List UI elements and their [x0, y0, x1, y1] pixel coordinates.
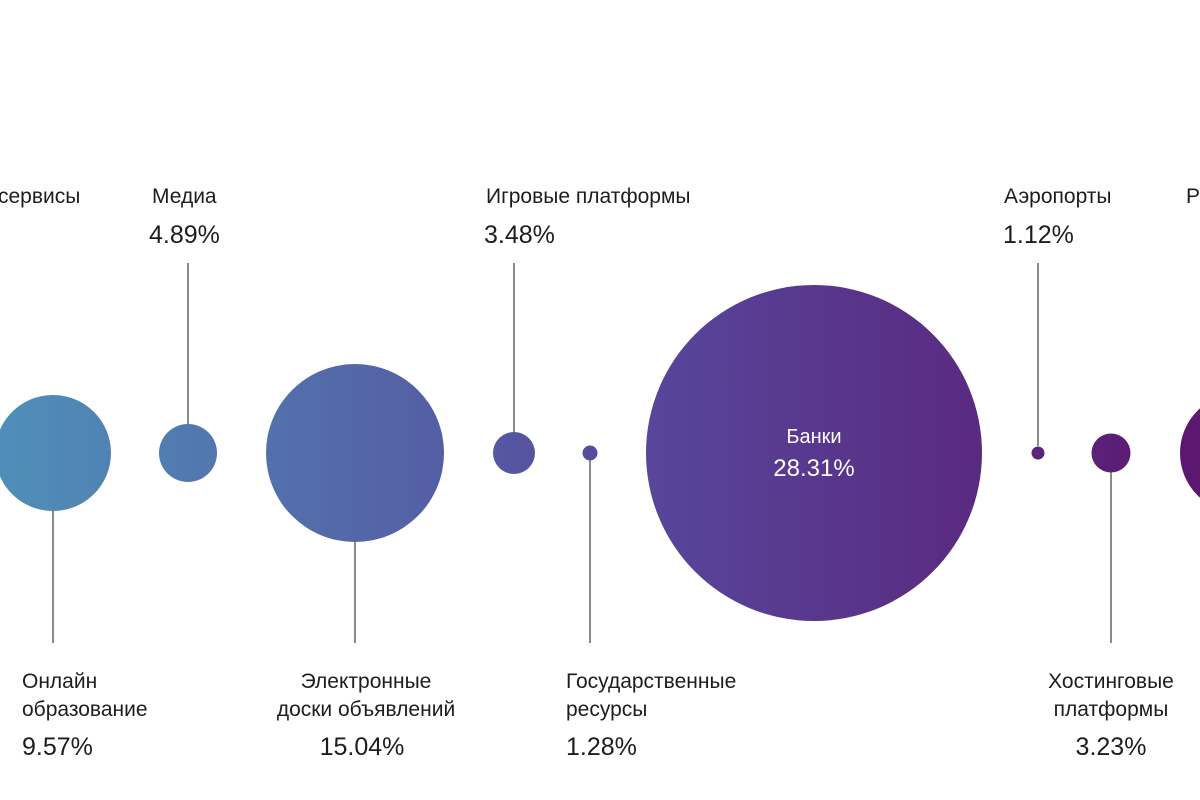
bubble-gov [582, 445, 598, 461]
bubble-ads-boards [266, 364, 444, 542]
bubble-online-edu [0, 395, 111, 511]
label-cut-r-name: Р [1186, 185, 1200, 208]
bubble-media [159, 424, 217, 482]
label-media-name: Медиа [152, 185, 217, 208]
label-media-value: 4.89% [149, 221, 220, 249]
label-hosting-line1: Хостинговые [1048, 670, 1174, 693]
label-online-edu-line1: Онлайн [22, 670, 97, 693]
connector-lines [52, 263, 1112, 643]
bubble-banks [646, 285, 982, 621]
label-banks-value: 28.31% [773, 455, 854, 482]
bubble-cut-right [1180, 408, 1200, 498]
bubbles [0, 285, 1200, 621]
label-ads-boards-line1: Электронные [301, 670, 432, 693]
label-gaming-name: Игровые платформы [486, 185, 691, 208]
label-gov-line2: ресурсы [566, 698, 647, 721]
label-banks-name: Банки [786, 426, 841, 448]
label-ads-boards-line2: доски объявлений [277, 698, 455, 721]
bubble-airports [1031, 446, 1045, 460]
label-hosting-line2: платформы [1054, 698, 1169, 721]
label-hosting-value: 3.23% [1076, 733, 1147, 761]
label-online-edu-value: 9.57% [22, 733, 93, 761]
bubble-hosting [1091, 433, 1131, 473]
label-gov-value: 1.28% [566, 733, 637, 761]
label-airports-name: Аэропорты [1004, 185, 1112, 208]
label-airports-value: 1.12% [1003, 221, 1074, 249]
label-servisy-name: сервисы [0, 185, 80, 208]
label-gaming-value: 3.48% [484, 221, 555, 249]
bubble-gaming [493, 432, 535, 474]
label-online-edu-line2: образование [22, 698, 148, 721]
label-gov-line1: Государственные [566, 670, 736, 693]
label-ads-boards-value: 15.04% [320, 733, 405, 761]
